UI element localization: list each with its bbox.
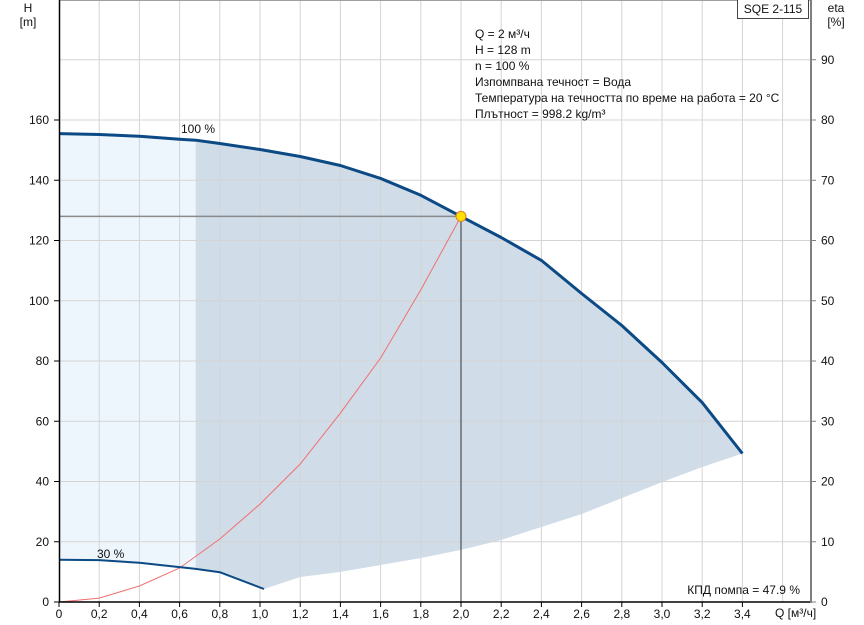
x-tick-label: 2,0	[453, 607, 470, 621]
y2-tick-label: 90	[821, 53, 835, 67]
y-tick-label: 0	[42, 595, 49, 609]
model-label: SQE 2-115	[743, 2, 803, 16]
y-tick-label: 140	[29, 173, 49, 187]
x-tick-label: 0,4	[131, 607, 148, 621]
y2-tick-label: 60	[821, 234, 835, 248]
axis-ticks: 0 0,2 0,4 0,6 0,8 1,0 1,2 1,4 1,6 1,8 2,0 2,2 2,4 2,6…	[29, 53, 835, 621]
x-tick-label: 2,6	[573, 607, 590, 621]
info-line: n = 100 %	[475, 59, 530, 73]
system-curve	[58, 216, 462, 603]
y-tick-label: 80	[36, 354, 50, 368]
x-tick-label: 0,2	[91, 607, 108, 621]
y2-tick-label: 10	[821, 535, 835, 549]
x-tick-label: 2,2	[493, 607, 510, 621]
x-tick-label: 1,2	[292, 607, 309, 621]
x-tick-label: 0,8	[211, 607, 228, 621]
x-tick-label: 3,2	[694, 607, 711, 621]
y2-tick-label: 20	[821, 475, 835, 489]
operating-point-guides	[59, 215, 462, 602]
y2-tick-label: 0	[821, 595, 828, 609]
y2-tick-label: 40	[821, 354, 835, 368]
x-tick-label: 1,4	[332, 607, 349, 621]
y-tick-label: 160	[29, 113, 49, 127]
info-line: Изпомпвана течност = Вода	[475, 75, 631, 89]
axes	[58, 0, 812, 603]
y2-tick-label: 70	[821, 173, 835, 187]
info-line: H = 128 m	[475, 43, 531, 57]
operating-point-marker[interactable]	[455, 210, 467, 222]
extended-operating-region	[59, 133, 196, 569]
y2-axis-unit: [%]	[827, 15, 844, 29]
y2-tick-label: 50	[821, 294, 835, 308]
efficiency-note: КПД помпа = 47.9 %	[687, 583, 800, 597]
y-tick-label: 100	[29, 294, 49, 308]
x-tick-label: 3,0	[654, 607, 671, 621]
y-tick-label: 40	[36, 475, 50, 489]
y2-axis-label: eta	[828, 1, 845, 15]
y-tick-label: 120	[29, 234, 49, 248]
y-axis-label: H	[24, 1, 33, 15]
pump-curve-100	[58, 132, 744, 455]
y2-tick-label: 30	[821, 414, 835, 428]
x-axis-label: Q [м³/ч]	[775, 606, 816, 620]
pump-curve-30	[58, 558, 265, 590]
y-tick-label: 60	[36, 414, 50, 428]
info-line: Q = 2 м³/ч	[475, 27, 530, 41]
y2-tick-label: 80	[821, 113, 835, 127]
operating-regions	[59, 133, 743, 590]
x-tick-label: 2,8	[613, 607, 630, 621]
x-tick-label: 1,0	[252, 607, 269, 621]
x-tick-label: 1,8	[412, 607, 429, 621]
model-label-box: SQE 2-115	[737, 0, 809, 19]
x-tick-label: 2,4	[533, 607, 550, 621]
y-tick-label: 20	[36, 535, 50, 549]
x-tick-label: 3,4	[734, 607, 751, 621]
y-axis-unit: [m]	[20, 15, 37, 29]
x-tick-label: 1,6	[372, 607, 389, 621]
x-tick-label: 0	[56, 607, 63, 621]
info-line: Плътност = 998.2 kg/m³	[475, 107, 605, 121]
x-tick-label: 0,6	[171, 607, 188, 621]
info-line: Температура на течността по време на раб…	[475, 91, 780, 105]
curve-label-100: 100 %	[181, 122, 215, 136]
curve-label-30: 30 %	[97, 547, 125, 561]
recommended-operating-region	[195, 140, 743, 590]
operating-info-block: Q = 2 м³/ч H = 128 m n = 100 % Изпомпвана т…	[475, 27, 780, 121]
